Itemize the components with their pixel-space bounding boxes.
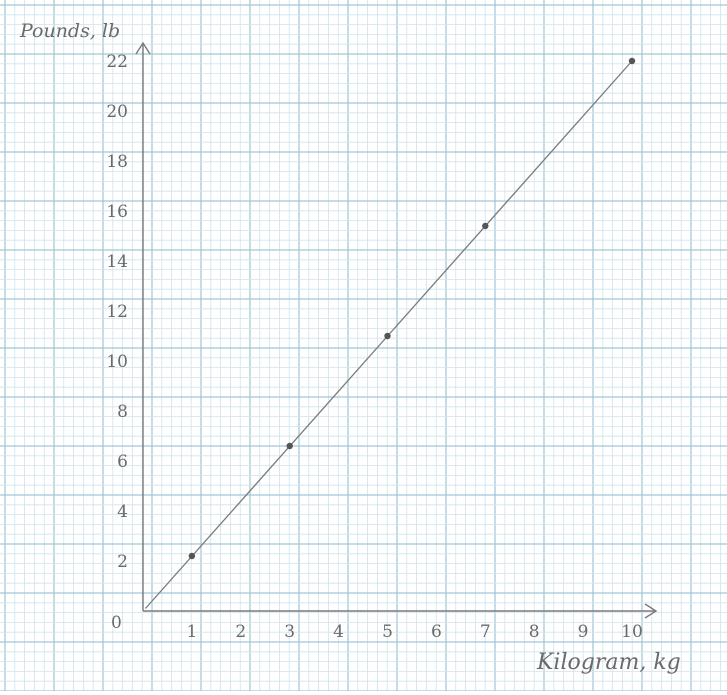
data-point [287,443,293,449]
y-tick-label: 14 [106,252,128,272]
y-tick-label: 8 [117,402,128,422]
y-axis-label: Pounds, lb [19,20,120,42]
x-tick-label: 9 [578,622,589,642]
x-tick-label: 3 [284,622,295,642]
x-tick-label: 4 [333,622,344,642]
x-axis-label: Kilogram, kg [536,650,681,675]
data-point [629,58,635,64]
data-point [384,333,390,339]
y-tick-label: 2 [117,552,128,572]
x-tick-label: 10 [621,622,643,642]
y-tick-label: 10 [106,352,128,372]
y-tick-label: 12 [106,302,128,322]
x-tick-label: 2 [235,622,246,642]
y-tick-label: 18 [106,152,128,172]
y-tick-label: 16 [106,202,128,222]
y-tick-label: 6 [117,452,128,472]
x-tick-label: 8 [529,622,540,642]
origin-label: 0 [111,613,122,633]
x-tick-label: 6 [431,622,442,642]
data-point [482,223,488,229]
y-tick-label: 20 [106,102,128,122]
x-tick-label: 5 [382,622,393,642]
y-tick-label: 4 [117,502,128,522]
data-point [189,553,195,559]
x-tick-label: 1 [186,622,197,642]
x-tick-label: 7 [480,622,491,642]
y-tick-label: 22 [106,52,128,72]
